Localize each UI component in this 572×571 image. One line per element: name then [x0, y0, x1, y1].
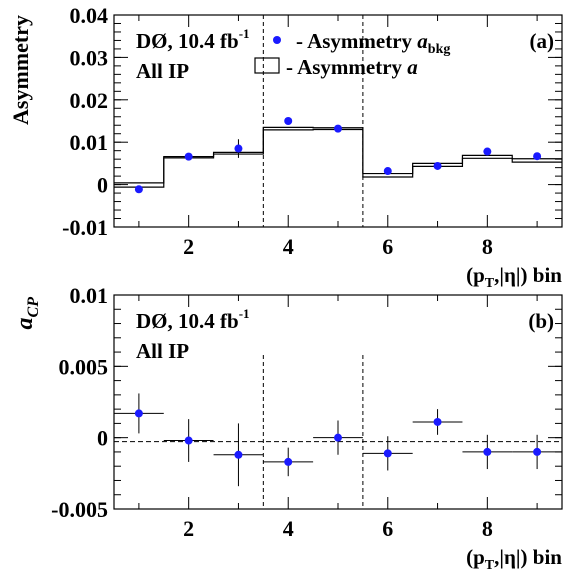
legend-box-icon	[254, 57, 280, 74]
a_CP-point	[134, 409, 143, 418]
selection-label-a: All IP	[136, 59, 189, 83]
y-tick-label-a: -0.01	[62, 215, 108, 240]
y-tick-label-a: 0.01	[70, 130, 109, 155]
x-axis-label-part: ,|η|) bin	[494, 263, 562, 287]
a_bkg-point	[234, 144, 243, 153]
a_CP-point	[483, 447, 492, 456]
selection-label-b: All IP	[136, 339, 189, 363]
y-axis-label-b: aCP	[12, 297, 42, 330]
x-axis-label-part: (p	[466, 263, 485, 287]
y-tick-label-a: 0	[97, 173, 108, 198]
x-tick-label-a: 6	[382, 234, 393, 259]
a_CP-point	[234, 450, 243, 459]
x-axis-label-part: (p	[466, 545, 485, 569]
a_CP-point	[184, 436, 193, 445]
y-tick-label-b: -0.005	[51, 497, 108, 522]
legend-marker-icon	[273, 36, 281, 44]
x-axis-label-a: (pT,|η|) bin	[466, 263, 562, 291]
a_CP-point	[383, 449, 392, 458]
y-tick-label-b: 0	[97, 426, 108, 451]
experiment-label-text: DØ, 10.4 fb	[136, 29, 239, 53]
y-tick-label-a: 0.04	[70, 3, 109, 28]
a_CP-point	[433, 417, 442, 426]
panel-label-a: (a)	[530, 29, 555, 53]
x-tick-label-b: 2	[183, 516, 194, 541]
a_bkg-point	[483, 147, 492, 156]
legend-entry-a: - Asymmetry a	[286, 55, 418, 79]
x-tick-label-a: 4	[283, 234, 294, 259]
y-axis-label-sub: CP	[25, 297, 42, 318]
x-tick-label-b: 6	[382, 516, 393, 541]
asymmetry-a-histogram-y-high	[114, 126, 562, 184]
y-tick-label-b: 0.005	[59, 354, 109, 379]
legend-entry-abkg: - Asymmetry abkg	[296, 29, 450, 57]
y-tick-label-a: 0.03	[70, 45, 109, 70]
x-tick-label-b: 4	[283, 516, 294, 541]
y-axis-label-a: Asymmetry	[8, 15, 33, 125]
experiment-label-b: DØ, 10.4 fb-1	[136, 306, 250, 333]
legend-prefix: - Asymmetry	[286, 55, 407, 79]
a_bkg-point	[134, 185, 143, 194]
a_CP-point	[284, 457, 293, 466]
experiment-label-a: DØ, 10.4 fb-1	[136, 26, 250, 53]
a_bkg-point	[184, 152, 193, 161]
y-tick-label-a: 0.02	[70, 88, 109, 113]
y-tick-label-b: 0.01	[70, 283, 109, 308]
legend-var: a	[407, 55, 418, 79]
x-tick-label-a: 8	[482, 234, 493, 259]
x-axis-label-b: (pT,|η|) bin	[466, 545, 562, 571]
x-axis-label-part: ,|η|) bin	[494, 545, 562, 569]
a_CP-point	[334, 433, 342, 442]
x-axis-label-sub: T	[485, 276, 495, 291]
a_bkg-point	[284, 117, 293, 125]
experiment-label-text: DØ, 10.4 fb	[136, 309, 239, 333]
luminosity-exponent: -1	[239, 26, 250, 41]
a_bkg-point	[433, 161, 442, 170]
y-axis-label-var: a	[12, 317, 38, 329]
x-axis-label-sub: T	[485, 558, 495, 571]
a_bkg-point	[383, 167, 392, 176]
panel-label-b: (b)	[528, 309, 554, 333]
x-tick-label-a: 2	[183, 234, 194, 259]
legend-prefix: - Asymmetry	[296, 29, 417, 53]
luminosity-exponent: -1	[239, 306, 250, 321]
legend-sub: bkg	[428, 42, 451, 57]
a_bkg-point	[334, 124, 342, 133]
x-tick-label-b: 8	[482, 516, 493, 541]
a_CP-point	[533, 447, 542, 456]
a_bkg-point	[533, 152, 542, 161]
legend-var: a	[417, 29, 428, 53]
asymmetry-a-histogram-y-low	[114, 128, 562, 188]
